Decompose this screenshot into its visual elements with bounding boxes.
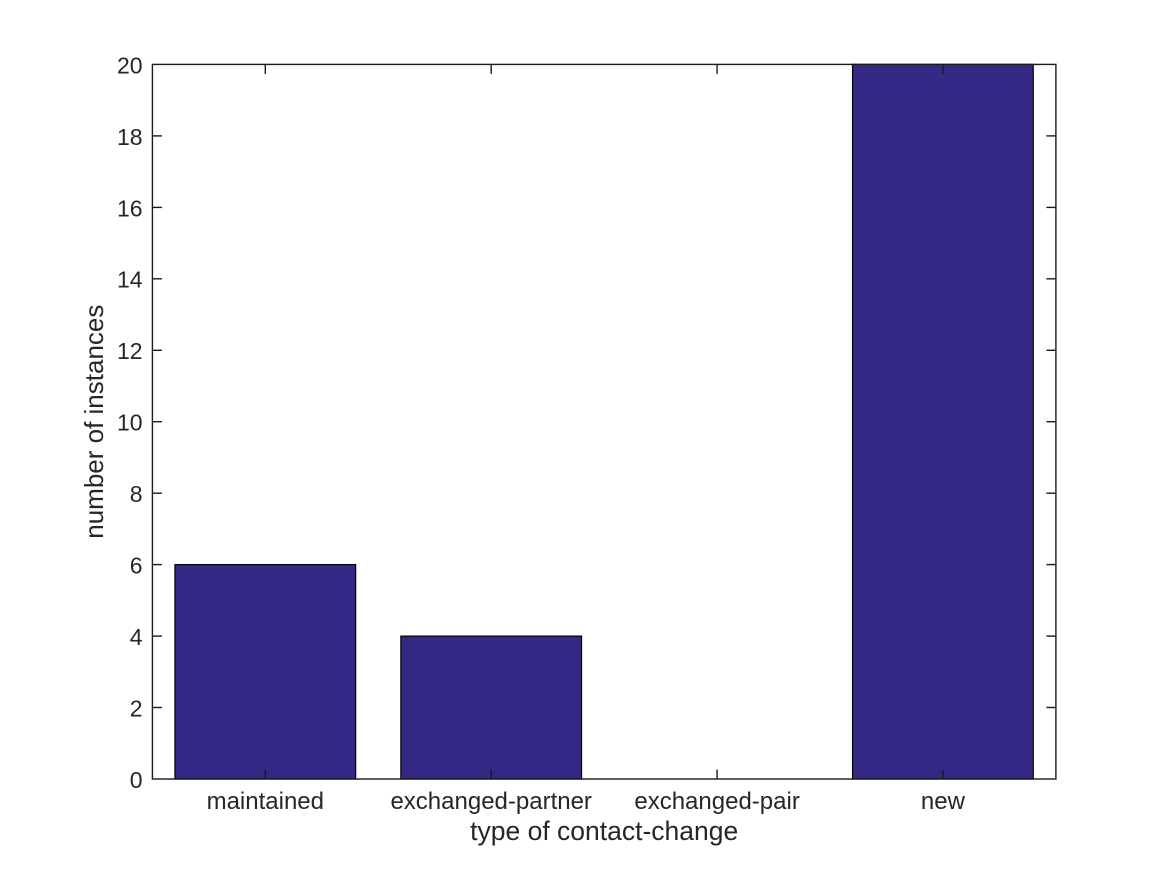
- svg-text:number of instances: number of instances: [79, 305, 109, 539]
- svg-text:exchanged-pair: exchanged-pair: [634, 788, 799, 815]
- svg-text:maintained: maintained: [207, 788, 324, 815]
- svg-text:6: 6: [130, 553, 143, 579]
- svg-text:10: 10: [117, 410, 143, 436]
- svg-text:new: new: [921, 788, 966, 815]
- svg-text:4: 4: [130, 624, 143, 650]
- svg-text:14: 14: [117, 267, 143, 293]
- svg-text:20: 20: [117, 52, 143, 78]
- svg-text:16: 16: [117, 195, 143, 221]
- svg-text:8: 8: [130, 481, 143, 507]
- svg-text:12: 12: [117, 338, 143, 364]
- svg-text:18: 18: [117, 124, 143, 150]
- svg-text:type of contact-change: type of contact-change: [470, 816, 738, 846]
- svg-text:2: 2: [130, 695, 143, 721]
- svg-text:exchanged-partner: exchanged-partner: [390, 788, 591, 815]
- svg-text:0: 0: [130, 767, 143, 793]
